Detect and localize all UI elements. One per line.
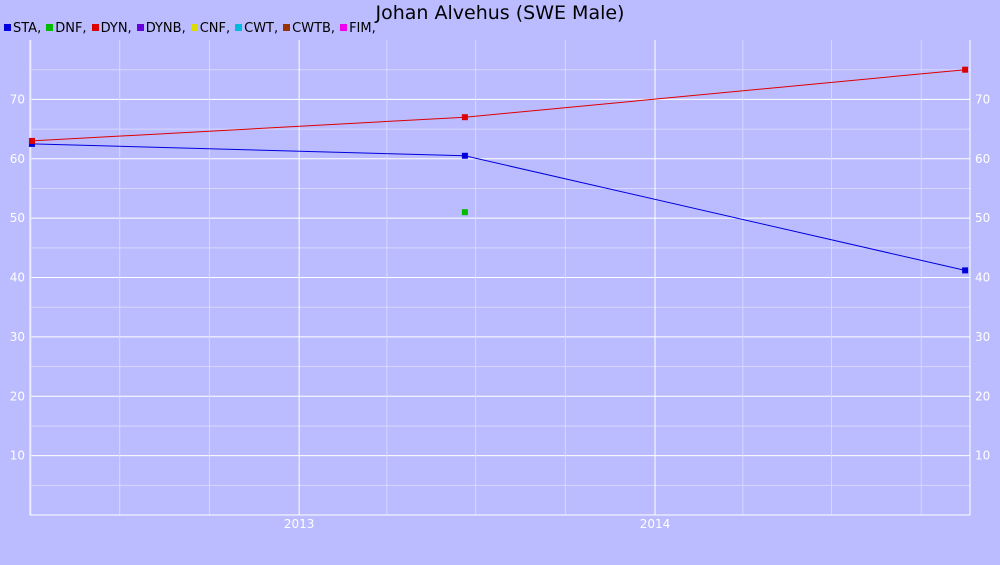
y-tick-label-right: 20 [975,389,990,403]
legend-item: DYN, [91,21,132,36]
data-point-dyn [28,137,35,144]
x-tick-label: 2014 [640,517,671,531]
legend-item: DNF, [46,21,87,36]
y-tick-label-left: 70 [10,92,25,106]
legend-swatch [4,24,11,31]
data-point-sta [461,152,468,159]
legend-item: DYNB, [136,21,186,36]
legend-swatch [235,24,243,31]
data-point-dnf [461,209,468,216]
y-tick-label-left: 20 [10,389,25,403]
x-tick-label: 2013 [284,517,315,531]
y-tick-label-right: 60 [975,152,990,166]
data-point-dyn [461,114,468,121]
y-tick-label-left: 60 [10,152,25,166]
legend-item: CWT, [235,21,278,36]
data-point-sta [962,267,969,274]
legend-swatch [190,24,198,31]
series-line-dyn [31,69,966,142]
legend-label: FIM, [349,21,376,36]
legend-item: CWTB, [283,21,335,36]
legend-label: DNF, [55,21,87,36]
y-tick-label-left: 50 [10,211,25,225]
legend-swatch [136,24,144,31]
y-tick-label-right: 40 [975,271,990,285]
legend-label: DYNB, [145,21,186,36]
legend-swatch [340,24,348,31]
y-tick-label-left: 40 [10,271,25,285]
y-tick-label-right: 10 [975,449,990,463]
legend-label: CWT, [244,21,279,36]
legend-swatch [283,24,291,31]
y-tick-label-right: 70 [975,92,990,106]
legend: STA, DNF, DYN, DYNB, CNF, CWT, CWTB, FIM, [4,21,381,36]
y-tick-label-left: 10 [10,449,25,463]
legend-label: STA, [13,21,42,36]
legend-label: CWTB, [292,21,336,36]
data-point-dyn [962,66,969,73]
legend-label: DYN, [100,21,132,36]
legend-item: STA, [4,21,41,36]
y-tick-label-left: 30 [10,330,25,344]
legend-swatch [91,24,99,31]
y-tick-label-right: 50 [975,211,990,225]
series-line-sta [31,143,966,271]
legend-swatch [46,24,54,31]
legend-item: FIM, [340,21,376,36]
y-tick-label-right: 30 [975,330,990,344]
legend-item: CNF, [190,21,231,36]
legend-label: CNF, [199,21,231,36]
chart-title: Johan Alvehus (SWE Male) [375,2,625,24]
